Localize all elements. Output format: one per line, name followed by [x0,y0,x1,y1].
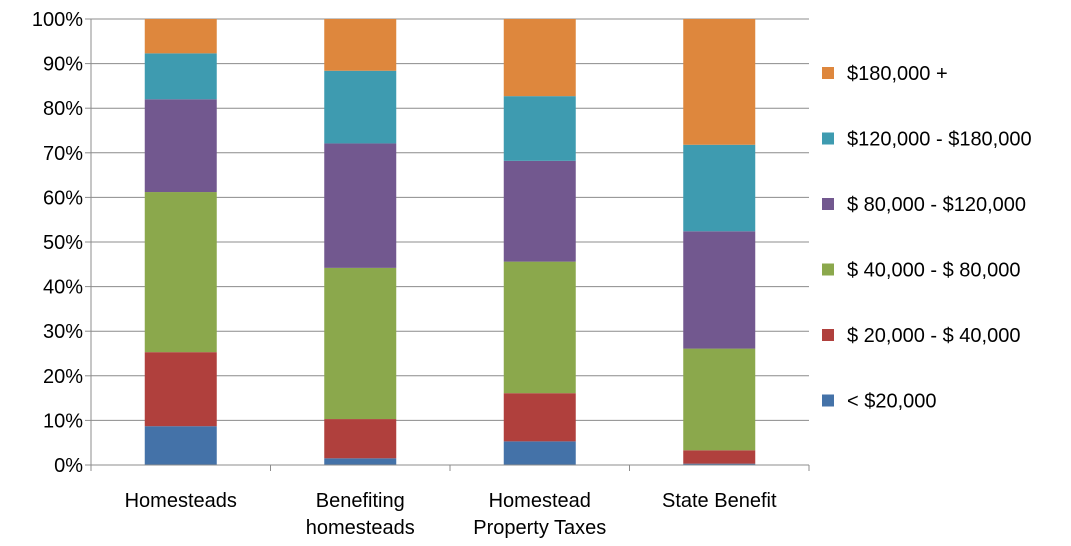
legend-label: $120,000 - $180,000 [847,129,1032,151]
legend-label: $180,000 + [847,63,948,85]
x-category-label: Homestead [489,490,591,512]
bar-segment [324,419,397,459]
legend-swatch [822,394,834,407]
bar-segment [503,19,576,97]
bar-segment [683,144,756,232]
legend-label: $ 20,000 - $ 40,000 [847,325,1020,347]
axes [90,19,810,471]
bar-segment [144,426,217,465]
x-category-label: Homesteads [125,490,237,512]
bar-segment [503,441,576,465]
y-tick-label: 20% [43,366,83,388]
bar-segment [144,192,217,353]
bar-segment [683,450,756,464]
legend-label: $ 40,000 - $ 80,000 [847,260,1020,282]
y-tick-label: 70% [43,143,83,165]
bars [144,19,756,465]
legend-swatch [822,132,834,145]
bar-segment [503,393,576,442]
bar-segment [324,267,397,420]
bar-segment [503,96,576,161]
bar-segment [324,70,397,144]
bar-segment [324,19,397,71]
bar-segment [683,463,756,465]
legend-swatch [822,329,834,341]
y-tick-label: 90% [43,54,83,76]
bar-segment [144,99,217,193]
y-tick-label: 80% [43,98,83,120]
legend-swatch [822,198,834,210]
y-tick-label: 40% [43,277,83,299]
legend-swatch [822,263,834,276]
legend: $180,000 + $120,000 - $180,000 $ 80,000 - … [822,63,1032,413]
legend-label: $ 80,000 - $120,000 [847,194,1026,216]
y-tick-label: 60% [43,187,83,209]
y-axis-tick-labels: 0% 10% 20% 30% 40% 50% 60% 70% 80% 90% 100% [32,9,83,477]
legend-swatch [822,67,834,79]
bar-segment [683,231,756,349]
legend-label: < $20,000 [847,391,937,413]
bar-segment [683,19,756,145]
y-tick-label: 10% [43,410,83,432]
bar-segment [144,352,217,427]
x-category-label: Benefiting [316,490,405,512]
x-category-label: Property Taxes [473,517,606,539]
bar-segment [144,53,217,100]
bar-segment [683,348,756,451]
x-axis-category-labels: Homesteads Benefiting homesteads Homestead P… [125,490,777,539]
y-tick-label: 30% [43,321,83,343]
x-category-label: homesteads [306,517,415,539]
bar-segment [144,19,217,54]
bar-segment [503,160,576,262]
y-tick-label: 0% [54,455,83,477]
y-tick-label: 100% [32,9,83,31]
y-tick-label: 50% [43,232,83,254]
bar-segment [324,458,397,465]
bar-segment [503,261,576,394]
bar-segment [324,143,397,268]
x-category-label: State Benefit [662,490,777,512]
